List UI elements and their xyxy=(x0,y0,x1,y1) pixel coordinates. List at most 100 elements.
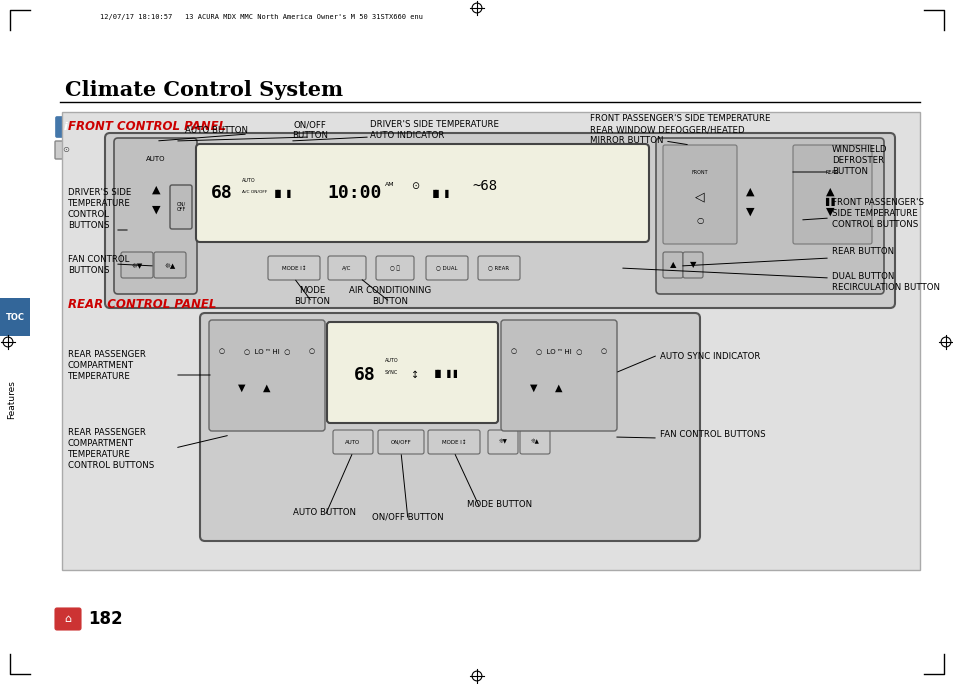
Text: TOC: TOC xyxy=(6,313,25,321)
FancyBboxPatch shape xyxy=(105,133,894,308)
Text: DRIVER'S SIDE
TEMPERATURE
CONTROL
BUTTONS: DRIVER'S SIDE TEMPERATURE CONTROL BUTTON… xyxy=(68,188,132,231)
Text: ⊙: ⊙ xyxy=(63,146,70,155)
Text: ▌▌: ▌▌ xyxy=(824,198,838,207)
Text: ◁: ◁ xyxy=(695,191,704,204)
FancyBboxPatch shape xyxy=(662,252,682,278)
Text: ▼: ▼ xyxy=(689,261,696,269)
Bar xyxy=(62,112,919,570)
Text: ▲: ▲ xyxy=(555,383,562,393)
Text: MODE I↕: MODE I↕ xyxy=(281,265,306,270)
Text: REAR PASSENGER
COMPARTMENT
TEMPERATURE: REAR PASSENGER COMPARTMENT TEMPERATURE xyxy=(68,350,146,381)
Bar xyxy=(0,298,30,336)
Text: MODE BUTTON: MODE BUTTON xyxy=(467,500,532,509)
Text: ▼: ▼ xyxy=(825,207,833,217)
Text: AUTO: AUTO xyxy=(242,179,255,183)
Text: ON/OFF
BUTTON: ON/OFF BUTTON xyxy=(292,120,328,140)
Text: REAR: REAR xyxy=(824,170,838,174)
Text: ▲: ▲ xyxy=(825,187,833,197)
Text: ○ 🚗: ○ 🚗 xyxy=(390,265,399,271)
FancyBboxPatch shape xyxy=(477,256,519,280)
Text: ON/
OFF: ON/ OFF xyxy=(176,202,186,213)
Text: AIR CONDITIONING
BUTTON: AIR CONDITIONING BUTTON xyxy=(349,286,431,306)
Text: ○ REAR: ○ REAR xyxy=(488,265,509,270)
Text: FAN CONTROL
BUTTONS: FAN CONTROL BUTTONS xyxy=(68,255,130,275)
Text: ▼: ▼ xyxy=(152,205,160,215)
FancyBboxPatch shape xyxy=(792,145,871,244)
FancyBboxPatch shape xyxy=(377,430,423,454)
Text: ○  LO ᵐ HI  ○: ○ LO ᵐ HI ○ xyxy=(536,348,581,354)
FancyBboxPatch shape xyxy=(656,138,883,294)
Text: 182: 182 xyxy=(88,610,123,628)
Text: 10:00: 10:00 xyxy=(328,184,382,202)
Text: ❊▲: ❊▲ xyxy=(530,439,538,445)
Text: Features: Features xyxy=(8,380,16,419)
Text: AM: AM xyxy=(385,181,395,187)
Text: ○: ○ xyxy=(511,348,517,354)
FancyBboxPatch shape xyxy=(500,320,617,431)
Text: A/C: A/C xyxy=(342,265,352,270)
FancyBboxPatch shape xyxy=(121,252,152,278)
Text: ▲: ▲ xyxy=(263,383,271,393)
FancyBboxPatch shape xyxy=(268,256,319,280)
FancyBboxPatch shape xyxy=(56,117,76,137)
FancyBboxPatch shape xyxy=(327,322,497,423)
Text: ❊▲: ❊▲ xyxy=(164,262,175,268)
Text: ⊙: ⊙ xyxy=(411,181,418,191)
Text: FRONT: FRONT xyxy=(691,170,707,174)
Text: ↕: ↕ xyxy=(411,370,418,380)
Text: ○: ○ xyxy=(309,348,314,354)
FancyBboxPatch shape xyxy=(662,145,737,244)
Text: ○: ○ xyxy=(218,348,225,354)
Text: ▐▌▐: ▐▌▐ xyxy=(430,189,449,198)
FancyBboxPatch shape xyxy=(55,608,81,630)
Text: SYNC: SYNC xyxy=(385,369,397,375)
Text: FRONT PASSENGER'S
SIDE TEMPERATURE
CONTROL BUTTONS: FRONT PASSENGER'S SIDE TEMPERATURE CONTR… xyxy=(831,198,923,229)
Text: AUTO: AUTO xyxy=(146,156,166,162)
Text: AUTO: AUTO xyxy=(385,358,398,363)
Text: ▐▌▐▐: ▐▌▐▐ xyxy=(432,369,457,378)
Text: REAR BUTTON: REAR BUTTON xyxy=(831,248,893,256)
Text: 68: 68 xyxy=(211,184,233,202)
Text: ❊▼: ❊▼ xyxy=(498,439,507,445)
Text: ▲: ▲ xyxy=(152,185,160,195)
Text: ▲: ▲ xyxy=(745,187,754,197)
Text: REAR CONTROL PANEL: REAR CONTROL PANEL xyxy=(68,298,216,311)
Text: 12/07/17 18:10:57   13 ACURA MDX MMC North America Owner's M 50 31STX660 enu: 12/07/17 18:10:57 13 ACURA MDX MMC North… xyxy=(100,14,422,20)
Text: FRONT CONTROL PANEL: FRONT CONTROL PANEL xyxy=(68,120,226,133)
FancyBboxPatch shape xyxy=(426,256,468,280)
Text: AUTO: AUTO xyxy=(345,440,360,445)
FancyBboxPatch shape xyxy=(55,141,77,159)
Text: DRIVER'S SIDE TEMPERATURE
AUTO INDICATOR: DRIVER'S SIDE TEMPERATURE AUTO INDICATOR xyxy=(370,120,498,140)
Text: REAR PASSENGER
COMPARTMENT
TEMPERATURE
CONTROL BUTTONS: REAR PASSENGER COMPARTMENT TEMPERATURE C… xyxy=(68,428,154,471)
Text: ○  LO ᵐ HI  ○: ○ LO ᵐ HI ○ xyxy=(244,348,290,354)
FancyBboxPatch shape xyxy=(153,252,186,278)
FancyBboxPatch shape xyxy=(209,320,325,431)
Text: FAN CONTROL BUTTONS: FAN CONTROL BUTTONS xyxy=(659,430,765,439)
FancyBboxPatch shape xyxy=(195,144,648,242)
Text: ▼: ▼ xyxy=(530,383,537,393)
FancyBboxPatch shape xyxy=(682,252,702,278)
Text: AUTO BUTTON: AUTO BUTTON xyxy=(294,508,356,517)
Text: ▲: ▲ xyxy=(669,261,676,269)
Text: WINDSHIELD
DEFROSTER
BUTTON: WINDSHIELD DEFROSTER BUTTON xyxy=(831,145,886,176)
FancyBboxPatch shape xyxy=(328,256,366,280)
Text: Climate Control System: Climate Control System xyxy=(65,80,343,100)
Text: ON/OFF: ON/OFF xyxy=(390,440,411,445)
FancyBboxPatch shape xyxy=(488,430,517,454)
FancyBboxPatch shape xyxy=(170,185,192,229)
Text: AUTO BUTTON: AUTO BUTTON xyxy=(185,126,248,135)
FancyBboxPatch shape xyxy=(428,430,479,454)
FancyBboxPatch shape xyxy=(113,138,196,294)
Text: ▼: ▼ xyxy=(238,383,246,393)
FancyBboxPatch shape xyxy=(375,256,414,280)
Text: ⌂: ⌂ xyxy=(65,614,71,624)
FancyBboxPatch shape xyxy=(200,313,700,541)
Text: i: i xyxy=(64,122,68,132)
Text: AUTO SYNC INDICATOR: AUTO SYNC INDICATOR xyxy=(659,352,760,361)
Text: ~68: ~68 xyxy=(472,179,497,193)
Text: ○: ○ xyxy=(696,215,703,224)
Text: ▼: ▼ xyxy=(745,207,754,217)
Text: ▐▌▐: ▐▌▐ xyxy=(272,189,292,198)
Text: ○ DUAL: ○ DUAL xyxy=(436,265,457,270)
FancyBboxPatch shape xyxy=(519,430,550,454)
